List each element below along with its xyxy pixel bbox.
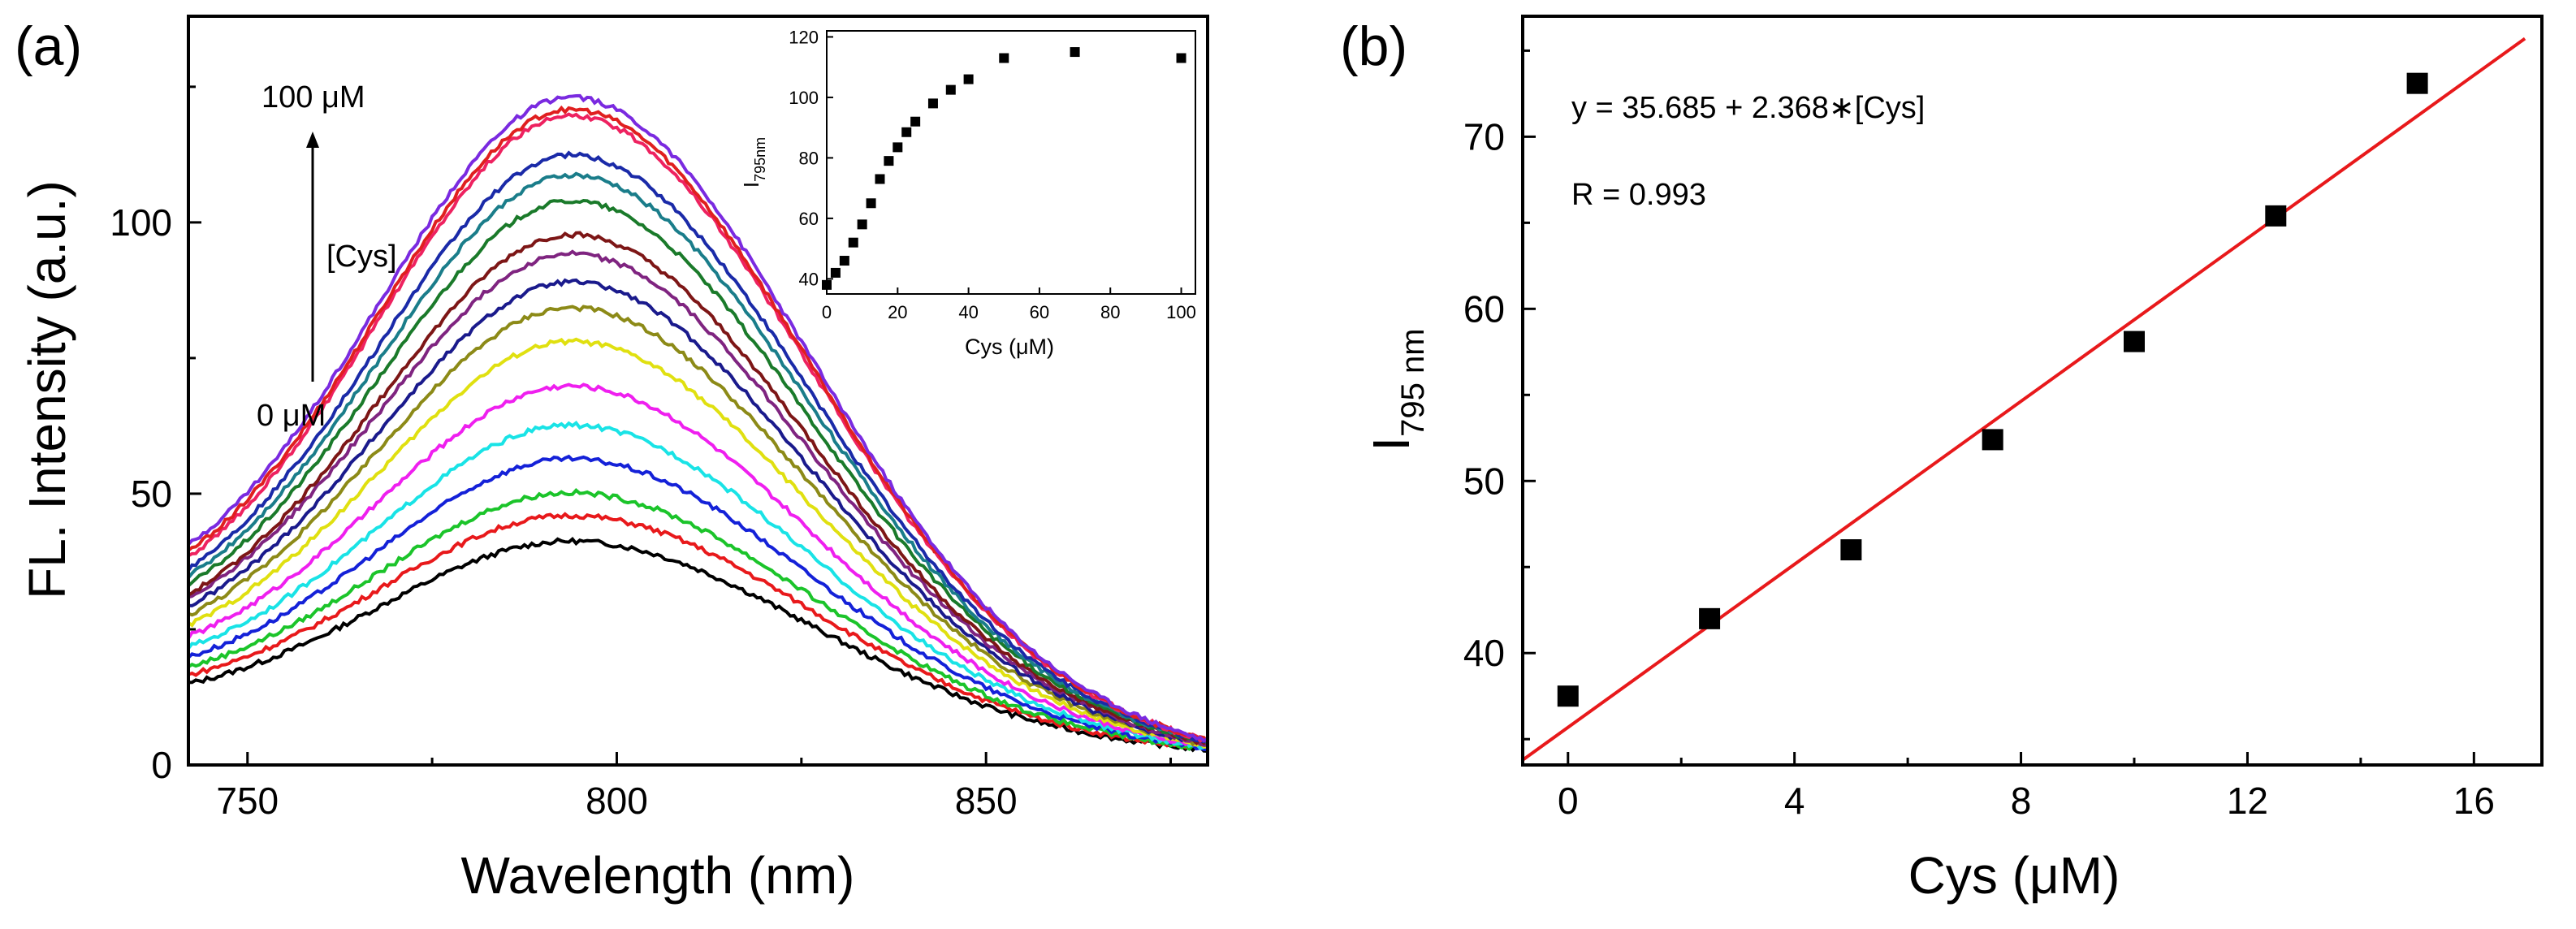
annotation-0um: 0 μM [257, 399, 326, 433]
spectrum-line-1 [188, 512, 1208, 751]
panel-b-y-label-sub: 795 nm [1395, 328, 1431, 436]
inset-point-7 [884, 156, 894, 166]
panel-a-label: (a) [15, 15, 82, 77]
spectrum-line-2 [187, 488, 1208, 752]
inset-point-15 [1070, 47, 1080, 58]
inset-xtick-label-2: 40 [958, 302, 978, 322]
b-ytick-label-3: 70 [1463, 115, 1505, 158]
spectrum-line-7 [188, 305, 1208, 747]
spectra-series-group [187, 93, 1209, 753]
a-ytick-label-0: 0 [151, 744, 172, 786]
inset-point-11 [927, 98, 938, 109]
spectrum-line-3 [187, 454, 1208, 751]
annotation-cys: [Cys] [326, 240, 397, 274]
spectrum-line-10 [187, 231, 1208, 745]
data-point-6 [2406, 72, 2428, 94]
spectrum-line-11 [187, 198, 1208, 745]
inset-xtick-label-4: 80 [1100, 302, 1120, 322]
b-xtick-label-4: 16 [2453, 780, 2495, 822]
panel-a-frame [187, 15, 1209, 767]
inset-point-3 [848, 237, 858, 248]
inset-point-10 [910, 116, 921, 127]
spectrum-line-0 [188, 536, 1208, 753]
data-point-0 [1557, 685, 1579, 707]
b-ytick-label-2: 60 [1463, 287, 1505, 330]
b-ytick-label-1: 50 [1463, 460, 1505, 502]
inset-ytick-label-2: 80 [799, 148, 819, 168]
inset-point-6 [875, 174, 885, 184]
a-ytick-label-1: 50 [131, 473, 172, 515]
inset-point-9 [901, 127, 912, 137]
a-xtick-label-2: 850 [955, 780, 1018, 822]
panel-b-frame [1521, 15, 2544, 767]
b-xtick-label-1: 4 [1784, 780, 1805, 822]
fit-r-value: R = 0.993 [1571, 178, 1706, 212]
inset-ytick-label-1: 60 [799, 209, 819, 229]
panel-b-y-label: I795 nm [1362, 328, 1431, 451]
inset-xtick-label-1: 20 [888, 302, 907, 322]
inset-point-5 [866, 198, 876, 209]
spectrum-line-16 [187, 93, 1208, 743]
panel-a-y-label: FL. Intensity (a.u.) [18, 180, 76, 599]
b-xtick-label-2: 8 [2011, 780, 2032, 822]
inset-ytick-label-0: 40 [799, 269, 819, 289]
spectrum-line-8 [188, 278, 1208, 746]
inset-frame [826, 30, 1196, 295]
inset-chart: 0 20 40 60 80 100 40 60 80 100 120 Cys (μM) I795nm [739, 27, 1196, 359]
inset-point-13 [963, 74, 974, 84]
panel-a-x-label: Wavelength (nm) [461, 846, 855, 905]
b-xtick-label-0: 0 [1558, 780, 1579, 822]
panel-b-y-label-main: I [1362, 437, 1420, 452]
cys-arrow-head-icon [306, 132, 319, 148]
spectrum-line-6 [187, 337, 1208, 749]
inset-point-0 [822, 279, 832, 290]
inset-ytick-label-3: 100 [789, 88, 819, 108]
inset-point-14 [999, 53, 1009, 63]
inset-point-16 [1176, 53, 1186, 63]
fit-equation: y = 35.685 + 2.368∗[Cys] [1571, 91, 1925, 125]
data-point-2 [1840, 539, 1862, 561]
inset-xtick-label-5: 100 [1166, 302, 1196, 322]
a-xtick-label-1: 800 [586, 780, 648, 822]
inset-point-12 [945, 84, 956, 95]
inset-point-2 [839, 256, 849, 266]
inset-x-label: Cys (μM) [965, 335, 1054, 359]
inset-point-1 [830, 267, 841, 278]
b-ytick-label-0: 40 [1463, 632, 1505, 674]
data-point-1 [1699, 607, 1721, 629]
spectrum-line-13 [187, 150, 1208, 744]
spectrum-line-5 [187, 382, 1208, 748]
spectrum-line-12 [187, 171, 1209, 745]
inset-y-label: I795nm [739, 137, 768, 188]
panel-b-ticks: 0 4 8 12 16 40 50 60 70 [1463, 49, 2495, 822]
inset-y-label-sub: 795nm [752, 137, 768, 182]
panel-b-label: (b) [1340, 15, 1407, 77]
inset-point-8 [893, 142, 903, 153]
fit-line [1521, 37, 2526, 762]
inset-point-4 [857, 219, 867, 230]
inset-xtick-label-0: 0 [822, 302, 832, 322]
inset-xtick-label-3: 60 [1030, 302, 1049, 322]
b-xtick-label-3: 12 [2227, 780, 2268, 822]
data-point-5 [2265, 205, 2287, 227]
data-point-3 [1982, 429, 2003, 451]
spectrum-line-9 [188, 249, 1208, 747]
panel-b: 0 4 8 12 16 40 50 60 70 Cys (μM) I795 nm y = 35.… [1362, 15, 2544, 905]
inset-y-label-main: I [739, 182, 763, 188]
a-ytick-label-2: 100 [110, 201, 172, 244]
data-point-4 [2124, 331, 2145, 352]
panel-b-x-label: Cys (μM) [1908, 846, 2120, 905]
inset-ytick-label-4: 120 [789, 27, 819, 47]
annotation-100um: 100 μM [261, 80, 365, 115]
spectrum-line-4 [187, 420, 1208, 750]
a-xtick-label-0: 750 [216, 780, 279, 822]
